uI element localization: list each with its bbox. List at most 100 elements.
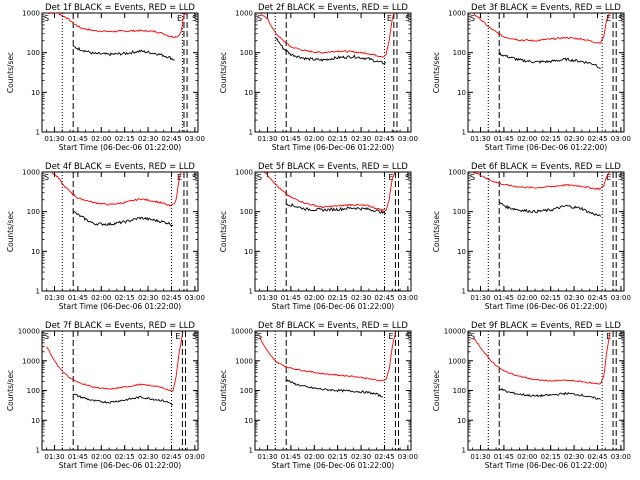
chart-2-xlabel: Start Time (06-Dec-06 01:22:00) (272, 143, 394, 152)
chart-9-ytick-label: 10000 (444, 328, 466, 336)
chart-4-ytick-label: 10 (31, 248, 40, 256)
chart-3-xtick-label: 03:00 (611, 135, 631, 143)
chart-1-start-mark: S (44, 14, 49, 23)
chart-9-ytick-label: 1000 (448, 357, 466, 365)
chart-8-xtick-label: 02:45 (374, 453, 394, 461)
chart-6-start-mark: S (470, 173, 475, 182)
chart-5-title: Det 5f BLACK = Events, RED = LLD (258, 162, 408, 172)
chart-3-ylabel: Counts/sec (432, 52, 441, 93)
chart-1-end-mark: E (177, 14, 182, 23)
chart-1-ytick-label: 1 (36, 129, 40, 137)
chart-4-start-mark: S (44, 173, 49, 182)
chart-2-xtick-label: 02:30 (351, 135, 371, 143)
chart-4-xtick-label: 02:30 (138, 294, 158, 302)
chart-1-xlabel: Start Time (06-Dec-06 01:22:00) (59, 143, 181, 152)
chart-5-start-mark: S (257, 173, 262, 182)
chart-8-title: Det 8f BLACK = Events, RED = LLD (258, 321, 408, 331)
chart-9-events-series-line (498, 387, 601, 400)
chart-9-xtick-label: 02:45 (587, 453, 607, 461)
chart-3-xtick-label: 01:30 (470, 135, 490, 143)
chart-6-xtick-label: 02:45 (587, 294, 607, 302)
chart-3-xtick-label: 02:00 (517, 135, 537, 143)
chart-8: Det 8f BLACK = Events, RED = LLD 1 10 100 10… (219, 321, 418, 470)
chart-5-xtick-label: 03:00 (398, 294, 418, 302)
chart-1-ytick-label: 1000 (22, 10, 40, 18)
chart-1-ytick-label: 100 (27, 49, 40, 57)
chart-7: Det 7f BLACK = Events, RED = LLD 1 10 100 10… (6, 321, 205, 470)
chart-3-xtick-label: 01:45 (494, 135, 514, 143)
chart-7-lld-series-line (46, 333, 183, 392)
chart-7-ytick-label: 10 (31, 417, 40, 425)
chart-3-start-mark: S (470, 14, 475, 23)
chart-6-xtick-label: 02:15 (541, 294, 561, 302)
chart-6-frame (467, 171, 625, 292)
chart-5-xtick-label: 02:15 (328, 294, 348, 302)
chart-6-ytick-label: 1 (462, 288, 466, 296)
chart-8-xtick-label: 02:15 (328, 453, 348, 461)
chart-6-xtick-label: 03:00 (611, 294, 631, 302)
chart-8-ylabel: Counts/sec (219, 370, 228, 411)
chart-9-ytick-label: 10 (457, 417, 466, 425)
chart-1-xtick-label: 02:45 (161, 135, 181, 143)
chart-4-frame (41, 171, 199, 292)
chart-3-xtick-label: 02:30 (564, 135, 584, 143)
chart-9-ytick-label: 1 (462, 447, 466, 455)
chart-2-xtick-label: 01:45 (281, 135, 301, 143)
chart-3-frame (467, 12, 625, 133)
chart-2-start-mark: S (257, 14, 262, 23)
chart-8-ytick-label: 10000 (231, 328, 253, 336)
chart-1-xtick-label: 02:15 (115, 135, 135, 143)
chart-8-xtick-label: 01:45 (281, 453, 301, 461)
chart-4-lld-series-line (51, 172, 182, 207)
chart-8-start-mark: S (257, 332, 262, 341)
chart-5-start-mark-right: S (405, 173, 410, 182)
chart-6-xtick-label: 01:30 (470, 294, 490, 302)
chart-2-xtick-label: 02:00 (304, 135, 324, 143)
chart-6-end-mark: E (606, 173, 611, 182)
chart-3-ytick-label: 100 (453, 49, 466, 57)
chart-5-events-series-line (286, 203, 386, 214)
chart-8-xtick-label: 01:30 (257, 453, 277, 461)
chart-2-xtick-label: 01:30 (257, 135, 277, 143)
chart-6-ytick-label: 100 (453, 208, 466, 216)
chart-2-lld-series-line (259, 13, 395, 58)
chart-9-xtick-label: 01:45 (494, 453, 514, 461)
chart-7-xtick-label: 02:15 (115, 453, 135, 461)
chart-2-frame (254, 12, 412, 133)
chart-8-ytick-label: 1000 (235, 357, 253, 365)
chart-5-xtick-label: 01:30 (257, 294, 277, 302)
chart-8-xtick-label: 03:00 (398, 453, 418, 461)
chart-6-lld-series-line (472, 172, 611, 191)
chart-9-start-mark: S (470, 332, 475, 341)
chart-1-ylabel: Counts/sec (6, 52, 15, 93)
chart-7-ytick-label: 10000 (18, 328, 40, 336)
chart-8-lld-series-line (259, 332, 396, 382)
chart-6-title: Det 6f BLACK = Events, RED = LLD (471, 162, 621, 172)
chart-5-ytick-label: 100 (240, 208, 253, 216)
chart-4-ytick-label: 1 (36, 288, 40, 296)
chart-9-start-mark-right: S (618, 332, 623, 341)
chart-8-ytick-label: 1 (249, 447, 253, 455)
chart-9-frame (467, 330, 625, 451)
chart-9-lld-series-line (472, 332, 611, 385)
chart-5-xlabel: Start Time (06-Dec-06 01:22:00) (272, 302, 394, 311)
chart-2-ytick-label: 1 (249, 129, 253, 137)
chart-3-end-mark: E (606, 14, 611, 23)
chart-3: Det 3f BLACK = Events, RED = LLD 1 10 100 10… (432, 3, 631, 152)
chart-8-xtick-label: 02:00 (304, 453, 324, 461)
chart-9-ylabel: Counts/sec (432, 370, 441, 411)
chart-5-xtick-label: 02:30 (351, 294, 371, 302)
chart-8-end-mark: E (388, 332, 393, 341)
chart-7-xtick-label: 02:45 (161, 453, 181, 461)
chart-7-xtick-label: 01:30 (44, 453, 64, 461)
chart-1-xtick-label: 01:45 (68, 135, 88, 143)
chart-2-xtick-label: 02:15 (328, 135, 348, 143)
chart-1-xtick-label: 02:30 (138, 135, 158, 143)
chart-1: Det 1f BLACK = Events, RED = LLD 1 10 100 10… (6, 3, 205, 152)
chart-2-events-series-line (274, 36, 387, 65)
chart-8-frame (254, 330, 412, 451)
chart-3-lld-series-line (472, 13, 611, 44)
chart-6-start-mark-right: S (618, 173, 623, 182)
chart-4-xtick-label: 02:15 (115, 294, 135, 302)
chart-5-ytick-label: 10 (244, 248, 253, 256)
